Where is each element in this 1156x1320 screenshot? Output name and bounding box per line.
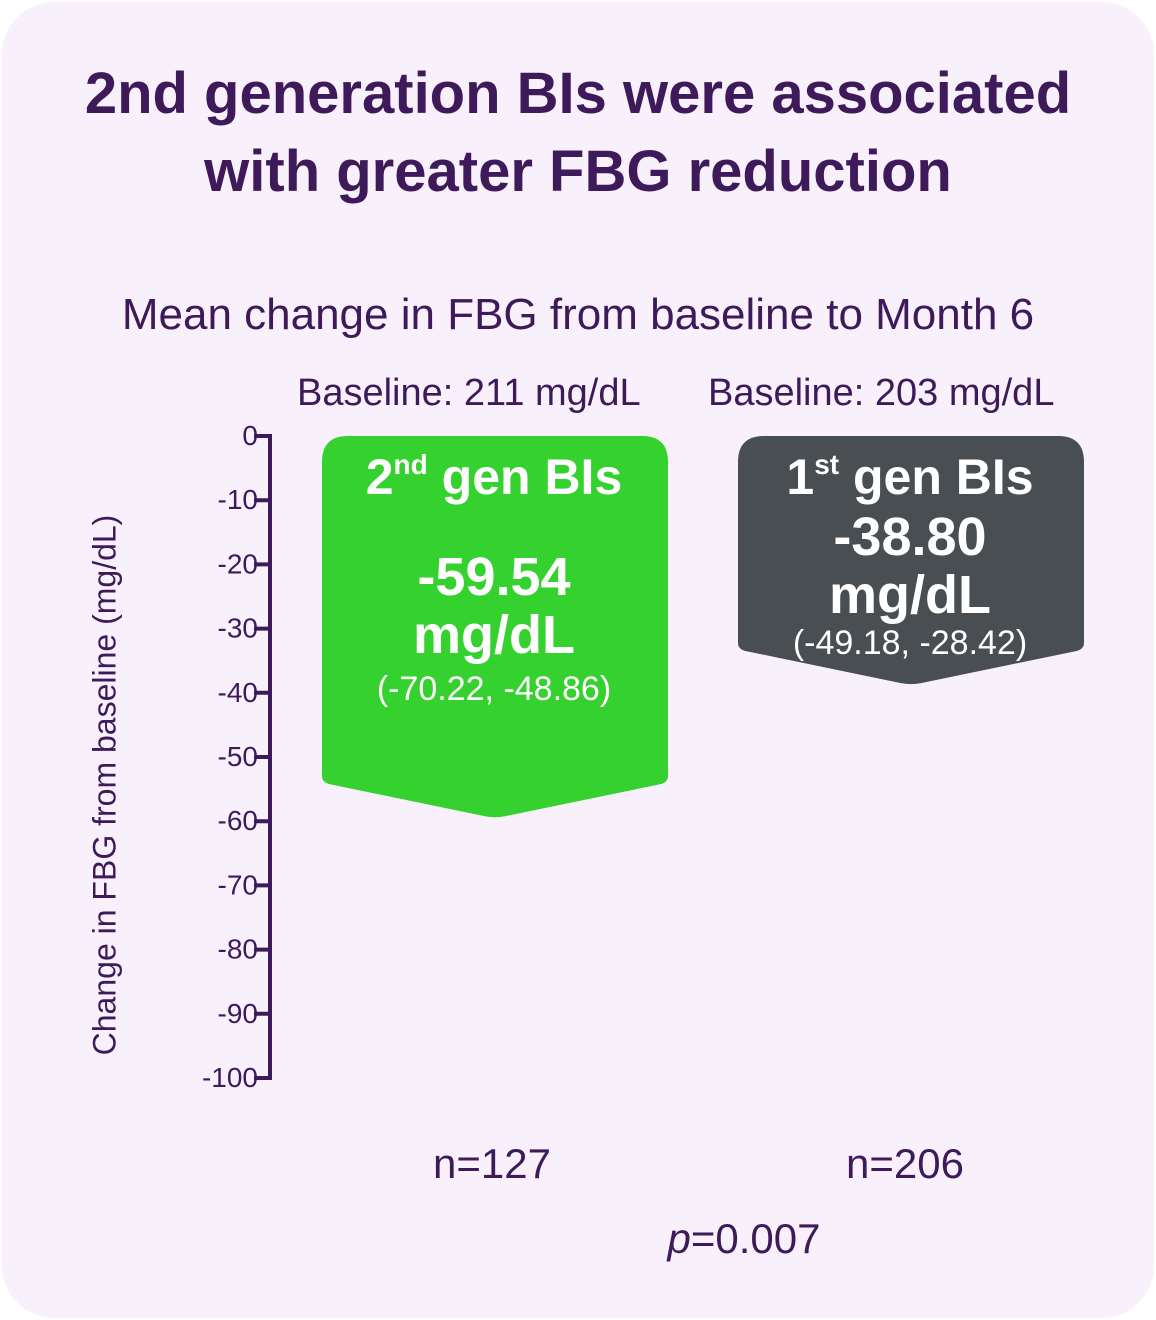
- bar-name-1st-gen: 1st gen BIs: [786, 449, 1034, 505]
- chart-title: 2nd generation BIs were associated with …: [0, 55, 1156, 211]
- p-value: p=0.007: [667, 1215, 821, 1262]
- y-tick-label: -40: [218, 677, 258, 708]
- bar-label-2nd-gen: 2nd gen BIs -59.54 mg/dL (-70.22, -48.86…: [366, 448, 623, 709]
- bar-2nd-gen: [322, 436, 668, 818]
- y-tick-label: -100: [202, 1062, 258, 1093]
- bar-unit-2nd-gen: mg/dL: [413, 605, 575, 665]
- y-tick-label: -80: [218, 934, 258, 965]
- y-tick-label: -30: [218, 613, 258, 644]
- n-label-2nd-gen: n=127: [433, 1140, 551, 1187]
- y-tick-label: -90: [218, 998, 258, 1029]
- chart-title-line-1: 2nd generation BIs were associated: [84, 61, 1072, 126]
- baseline-2nd-gen: Baseline: 211 mg/dL: [297, 372, 641, 414]
- bar-1st-gen: [738, 436, 1084, 685]
- n-label-1st-gen: n=206: [846, 1140, 964, 1187]
- y-tick-label: -50: [218, 741, 258, 772]
- y-axis-label: Change in FBG from baseline (mg/dL): [86, 514, 123, 1056]
- bar-ci-1st-gen: (-49.18, -28.42): [792, 624, 1028, 662]
- y-tick-label: -10: [218, 484, 258, 515]
- bar-ci-2nd-gen: (-70.22, -48.86): [376, 670, 612, 708]
- bar-name-2nd-gen: 2nd gen BIs: [365, 449, 623, 505]
- chart-title-line-2: with greater FBG reduction: [204, 139, 952, 204]
- y-tick-label: -70: [218, 869, 258, 900]
- y-tick-label: -60: [218, 805, 258, 836]
- bar-value-1st-gen: -38.80: [833, 507, 987, 567]
- baseline-1st-gen: Baseline: 203 mg/dL: [708, 372, 1055, 414]
- chart-subtitle: Mean change in FBG from baseline to Mont…: [121, 290, 1035, 339]
- y-tick-label: 0: [242, 420, 258, 451]
- bar-value-2nd-gen: -59.54: [417, 547, 571, 607]
- bar-unit-1st-gen: mg/dL: [829, 565, 991, 625]
- bar-label-1st-gen: 1st gen BIs -38.80 mg/dL (-49.18, -28.42…: [786, 448, 1033, 663]
- y-tick-label: -20: [218, 548, 258, 579]
